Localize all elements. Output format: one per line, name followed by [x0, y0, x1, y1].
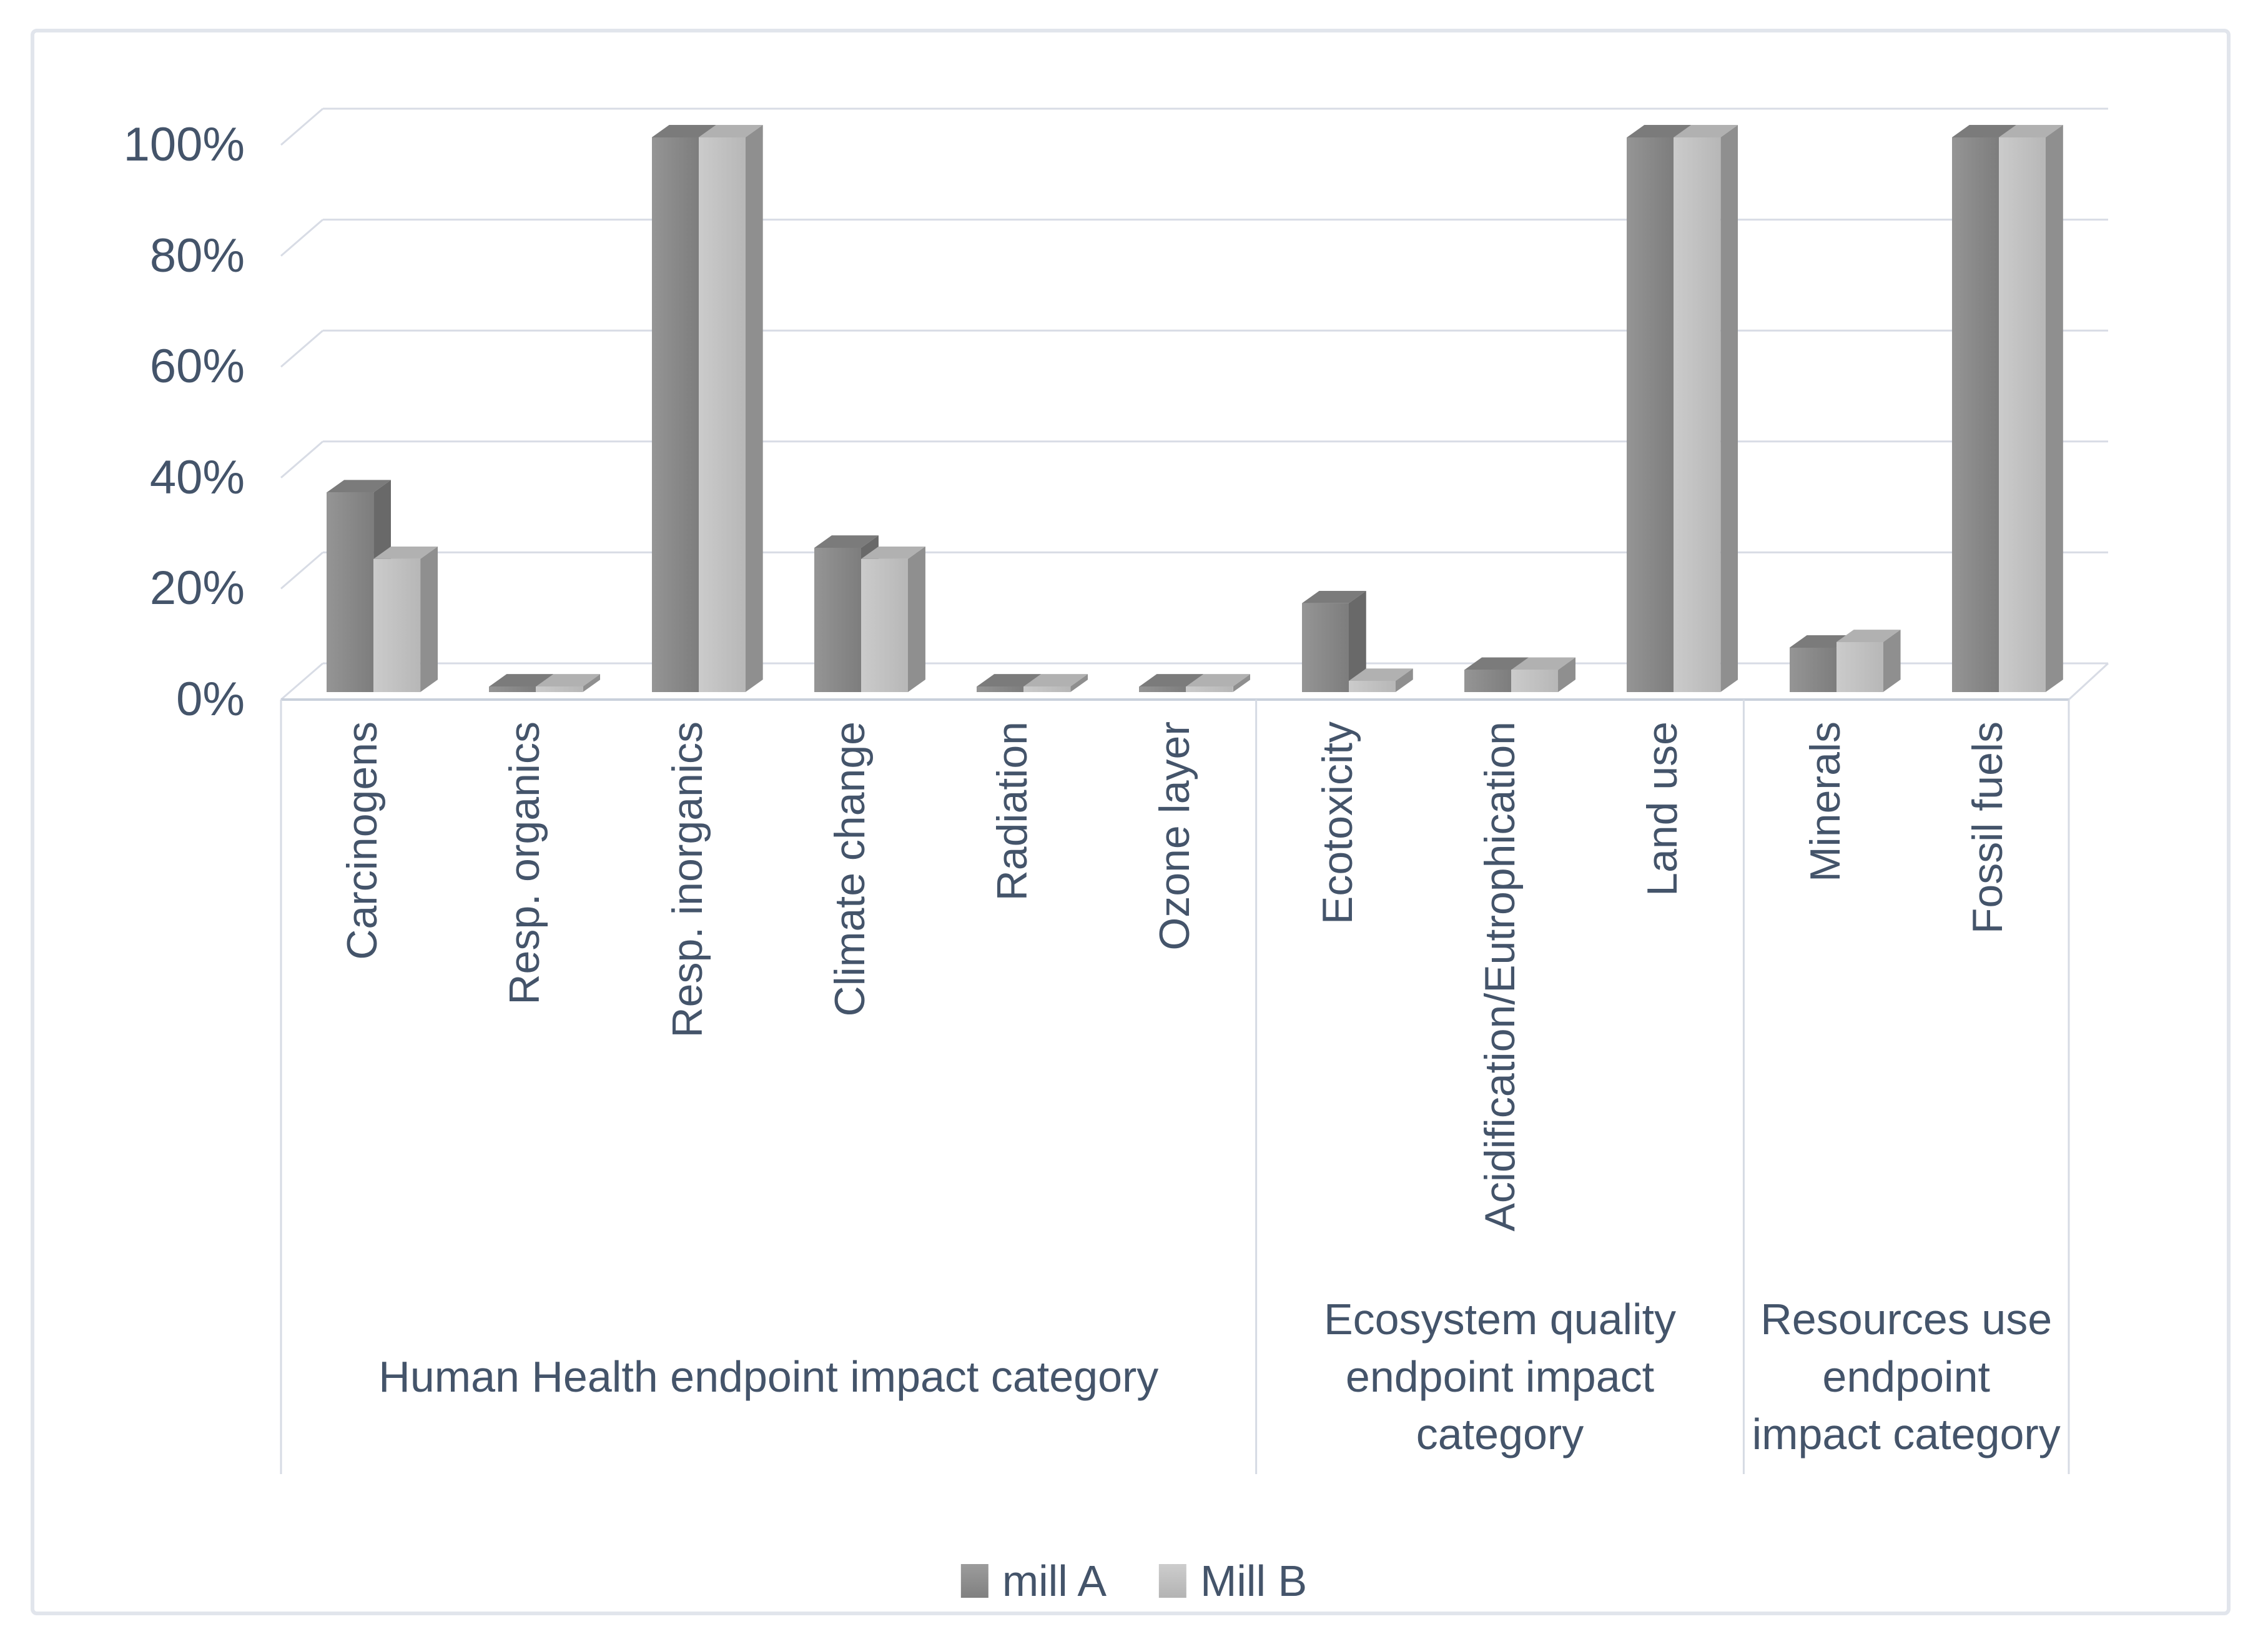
- bar-mill-b-minerals-top: [1836, 630, 1901, 643]
- group-label-ecosystem-quality: Ecosystem quality endpoint impact category: [1256, 1290, 1744, 1463]
- bar-mill-b-climate-change-top: [860, 546, 925, 559]
- bar-mill-b-resp-organics: [536, 686, 583, 692]
- legend: mill A Mill B: [960, 1557, 1307, 1605]
- y-axis-tick-label-60: 60%: [149, 340, 245, 394]
- bar-mill-b-ozone-layer-top: [1186, 674, 1251, 687]
- bar-mill-a-land-use: [1627, 137, 1674, 692]
- bar-mill-b-climate-change-side: [907, 546, 925, 692]
- bar-mill-a-ecotoxicity-top: [1301, 590, 1366, 603]
- bar-mill-b-land-use-top: [1674, 125, 1738, 137]
- category-tick-label-land-use: Land use: [1639, 721, 1687, 896]
- legend-item-mill-a: mill A: [960, 1557, 1107, 1605]
- category-tick-label-ecotoxicity: Ecotoxicity: [1313, 721, 1361, 924]
- bar-mill-b-acidification-eutrophication-top: [1511, 657, 1576, 670]
- y-axis-tick-label-40: 40%: [149, 450, 245, 504]
- bar-mill-b-resp-inorganics-side: [745, 125, 763, 692]
- y-axis-tick-label-100: 100%: [123, 118, 245, 171]
- bar-mill-b-carcinogens-top: [373, 546, 438, 559]
- legend-swatch-mill-b-icon: [1159, 1564, 1187, 1598]
- legend-label-mill-b: Mill B: [1200, 1557, 1308, 1605]
- bar-mill-a-radiation: [977, 686, 1024, 692]
- bar-mill-a-radiation-top: [977, 674, 1042, 687]
- category-tick-label-ozone-layer: Ozone layer: [1151, 721, 1199, 951]
- bar-mill-a-climate-change-top: [814, 535, 879, 548]
- bar-mill-b-resp-inorganics-top: [698, 125, 763, 137]
- y-axis-tick-label-20: 20%: [149, 562, 245, 615]
- category-tick-label-fossil-fuels: Fossil fuels: [1963, 721, 2011, 934]
- bar-mill-b-ozone-layer: [1186, 686, 1233, 692]
- bar-mill-b-radiation-top: [1023, 674, 1088, 687]
- category-tick-label-radiation: Radiation: [989, 721, 1037, 901]
- bar-mill-b-fossil-fuels-side: [2045, 125, 2063, 692]
- bar-mill-a-ecotoxicity: [1301, 603, 1349, 692]
- bar-mill-a-climate-change: [814, 548, 861, 692]
- group-label-line: impact category: [1752, 1410, 2061, 1458]
- bar-mill-b-ecotoxicity: [1348, 681, 1396, 692]
- bar-mill-b-acidification-eutrophication: [1511, 670, 1559, 692]
- bar-mill-b-resp-inorganics: [698, 137, 746, 692]
- legend-swatch-mill-a-icon: [960, 1564, 989, 1598]
- bar-mill-a-minerals: [1789, 647, 1837, 692]
- bar-mill-a-resp-organics: [489, 686, 536, 692]
- group-label-line: endpoint: [1822, 1352, 1990, 1401]
- bar-mill-a-resp-organics-top: [489, 674, 554, 687]
- bar-mill-b-ecotoxicity-top: [1348, 668, 1413, 681]
- y-axis-tick-label-80: 80%: [149, 229, 245, 282]
- category-tick-label-resp-inorganics: Resp. inorganics: [663, 721, 711, 1038]
- bar-mill-a-land-use-top: [1627, 125, 1692, 137]
- bar-mill-b-carcinogens: [373, 558, 421, 692]
- bar-mill-b-land-use-side: [1720, 125, 1738, 692]
- bar-mill-a-fossil-fuels: [1951, 137, 1999, 692]
- bar-mill-b-land-use: [1674, 137, 1721, 692]
- category-tick-label-minerals: Minerals: [1801, 721, 1849, 882]
- group-label-line: category: [1416, 1410, 1584, 1458]
- category-tick-label-climate-change: Climate change: [826, 721, 874, 1017]
- group-label-line: Ecosystem quality: [1323, 1295, 1677, 1344]
- category-tick-label-acidification-eutrophication: Acidification/Eutrophication: [1476, 721, 1524, 1232]
- group-label-resources-use: Resources use endpoint impact category: [1743, 1290, 2069, 1463]
- bar-mill-a-resp-inorganics: [651, 137, 699, 692]
- category-tick-label-resp-organics: Resp. organics: [501, 721, 549, 1005]
- category-tick-label-carcinogens: Carcinogens: [338, 721, 387, 960]
- bar-mill-b-fossil-fuels-top: [1998, 125, 2063, 137]
- bar-mill-a-fossil-fuels-top: [1951, 125, 2016, 137]
- legend-label-mill-a: mill A: [1002, 1557, 1107, 1605]
- group-label-line: Human Health endpoint impact category: [378, 1352, 1159, 1401]
- legend-item-mill-b: Mill B: [1159, 1559, 1307, 1603]
- bar-mill-b-resp-organics-top: [536, 674, 601, 687]
- bar-mill-b-minerals: [1836, 642, 1883, 692]
- group-label-human-health-endpoint-impact-category: Human Health endpoint impact category: [281, 1348, 1256, 1405]
- group-label-line: endpoint impact: [1345, 1352, 1655, 1401]
- bar-mill-a-acidification-eutrophication: [1464, 670, 1512, 692]
- group-label-line: Resources use: [1760, 1295, 2053, 1344]
- y-axis-tick-label-0: 0%: [176, 673, 245, 726]
- bar-mill-a-ozone-layer: [1139, 686, 1186, 692]
- bar-mill-b-radiation: [1023, 686, 1071, 692]
- bar-mill-b-fossil-fuels: [1998, 137, 2046, 692]
- bar-mill-a-resp-inorganics-top: [651, 125, 716, 137]
- bar-mill-a-carcinogens: [327, 492, 374, 692]
- bar-mill-a-carcinogens-top: [327, 480, 392, 493]
- bar-mill-b-carcinogens-side: [420, 546, 438, 692]
- figure-border: [31, 29, 2231, 1615]
- bar-mill-b-climate-change: [860, 558, 908, 692]
- bar-mill-a-acidification-eutrophication-top: [1464, 657, 1529, 670]
- bar-mill-a-ozone-layer-top: [1139, 674, 1204, 687]
